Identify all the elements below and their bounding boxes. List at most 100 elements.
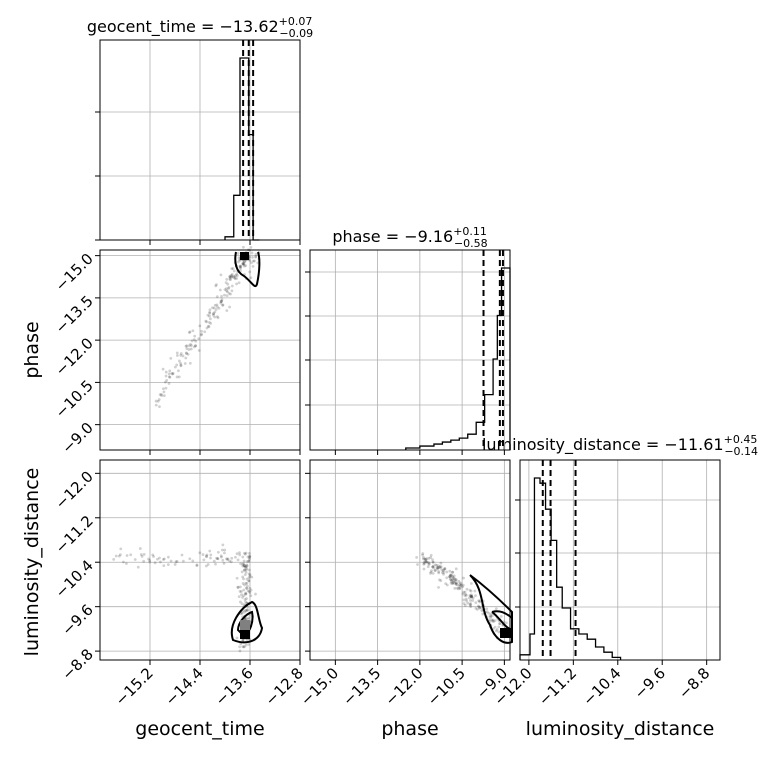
sample-point xyxy=(470,594,474,598)
sample-point xyxy=(219,301,223,305)
sample-point xyxy=(232,269,236,273)
sample-point xyxy=(175,363,179,367)
sample-point xyxy=(180,553,184,557)
sample-point xyxy=(214,284,218,288)
sample-point xyxy=(230,275,234,279)
sample-point xyxy=(223,293,226,297)
sample-point xyxy=(238,645,242,649)
sample-point xyxy=(490,618,494,622)
sample-point xyxy=(454,581,458,585)
sample-point xyxy=(423,562,426,565)
sample-point xyxy=(206,313,210,317)
sample-point xyxy=(427,561,431,565)
sample-point xyxy=(468,603,472,606)
sample-point xyxy=(246,608,250,612)
sample-point xyxy=(250,251,254,255)
sample-point xyxy=(245,564,249,568)
sample-point xyxy=(243,552,247,556)
sample-point xyxy=(243,260,246,264)
sample-point xyxy=(473,589,477,593)
sample-point xyxy=(243,583,246,587)
sample-point xyxy=(462,576,465,580)
sample-point xyxy=(238,265,242,269)
sample-point xyxy=(193,334,197,338)
sample-point xyxy=(422,567,426,571)
sample-point xyxy=(455,586,459,590)
sample-point xyxy=(429,556,433,559)
sample-point xyxy=(450,575,454,578)
sample-point xyxy=(448,573,452,577)
sample-point xyxy=(215,295,219,299)
sample-point xyxy=(245,563,249,567)
sample-point xyxy=(487,611,491,615)
y-tick-label: −8.8 xyxy=(58,645,96,683)
sample-point xyxy=(427,556,431,560)
sample-point xyxy=(213,315,217,319)
sample-point xyxy=(208,308,212,312)
sample-point-group xyxy=(154,245,261,409)
sample-point xyxy=(208,317,212,321)
sample-point xyxy=(477,599,481,603)
sample-point xyxy=(243,259,247,263)
sample-point xyxy=(173,365,177,369)
sample-point xyxy=(454,583,458,586)
sample-point xyxy=(167,382,171,385)
sample-point xyxy=(189,343,192,346)
sample-point xyxy=(165,379,169,382)
sample-point xyxy=(485,607,489,611)
sample-point xyxy=(494,607,498,611)
sample-point xyxy=(429,570,433,574)
sample-point xyxy=(190,339,194,343)
sample-point xyxy=(452,579,456,583)
sample-point xyxy=(453,586,457,590)
sample-point xyxy=(175,351,179,355)
sample-point xyxy=(228,305,232,309)
sample-point xyxy=(241,262,245,265)
sample-point xyxy=(462,590,466,594)
sample-point xyxy=(469,582,473,585)
sample-point xyxy=(238,600,242,604)
sample-point xyxy=(200,332,204,336)
sample-point xyxy=(242,559,246,563)
sample-point xyxy=(478,606,481,610)
sample-point xyxy=(221,558,225,562)
sample-point xyxy=(238,265,242,268)
sample-point xyxy=(176,354,179,357)
sample-point xyxy=(416,563,419,566)
sample-point xyxy=(247,560,251,563)
sample-point xyxy=(439,565,443,569)
sample-point xyxy=(189,347,193,351)
sample-point xyxy=(488,614,492,618)
sample-point xyxy=(241,555,245,559)
sample-point xyxy=(229,278,232,282)
sample-point xyxy=(448,577,452,581)
sample-point xyxy=(458,586,462,590)
sample-point xyxy=(122,560,125,564)
sample-point xyxy=(230,289,234,293)
sample-point xyxy=(171,372,175,375)
title-phase: phase = −9.16+0.11 −0.58 xyxy=(332,225,487,250)
sample-point xyxy=(242,263,246,267)
sample-point xyxy=(448,575,452,579)
axes-luminosity-hist xyxy=(519,459,721,661)
sample-point xyxy=(459,582,463,586)
sample-point xyxy=(239,267,242,270)
x-tick-label: −15.2 xyxy=(112,664,157,709)
sample-point xyxy=(245,587,249,590)
sample-point xyxy=(464,597,468,601)
sample-point xyxy=(249,276,253,280)
sample-point xyxy=(226,282,230,286)
sample-point xyxy=(485,610,489,614)
x-tick-label: −12.0 xyxy=(381,664,426,709)
sample-point xyxy=(230,273,234,276)
y-tick-label: −15.0 xyxy=(52,250,97,295)
sample-point xyxy=(469,603,472,607)
sample-point xyxy=(231,267,235,270)
sample-point xyxy=(424,559,428,563)
sample-point xyxy=(184,344,188,348)
sample-point xyxy=(256,261,260,265)
sample-point xyxy=(442,568,446,572)
x-tick-label: −15.0 xyxy=(297,664,342,709)
axes-luminosity-vs-phase xyxy=(309,459,511,661)
sample-point xyxy=(191,559,195,563)
